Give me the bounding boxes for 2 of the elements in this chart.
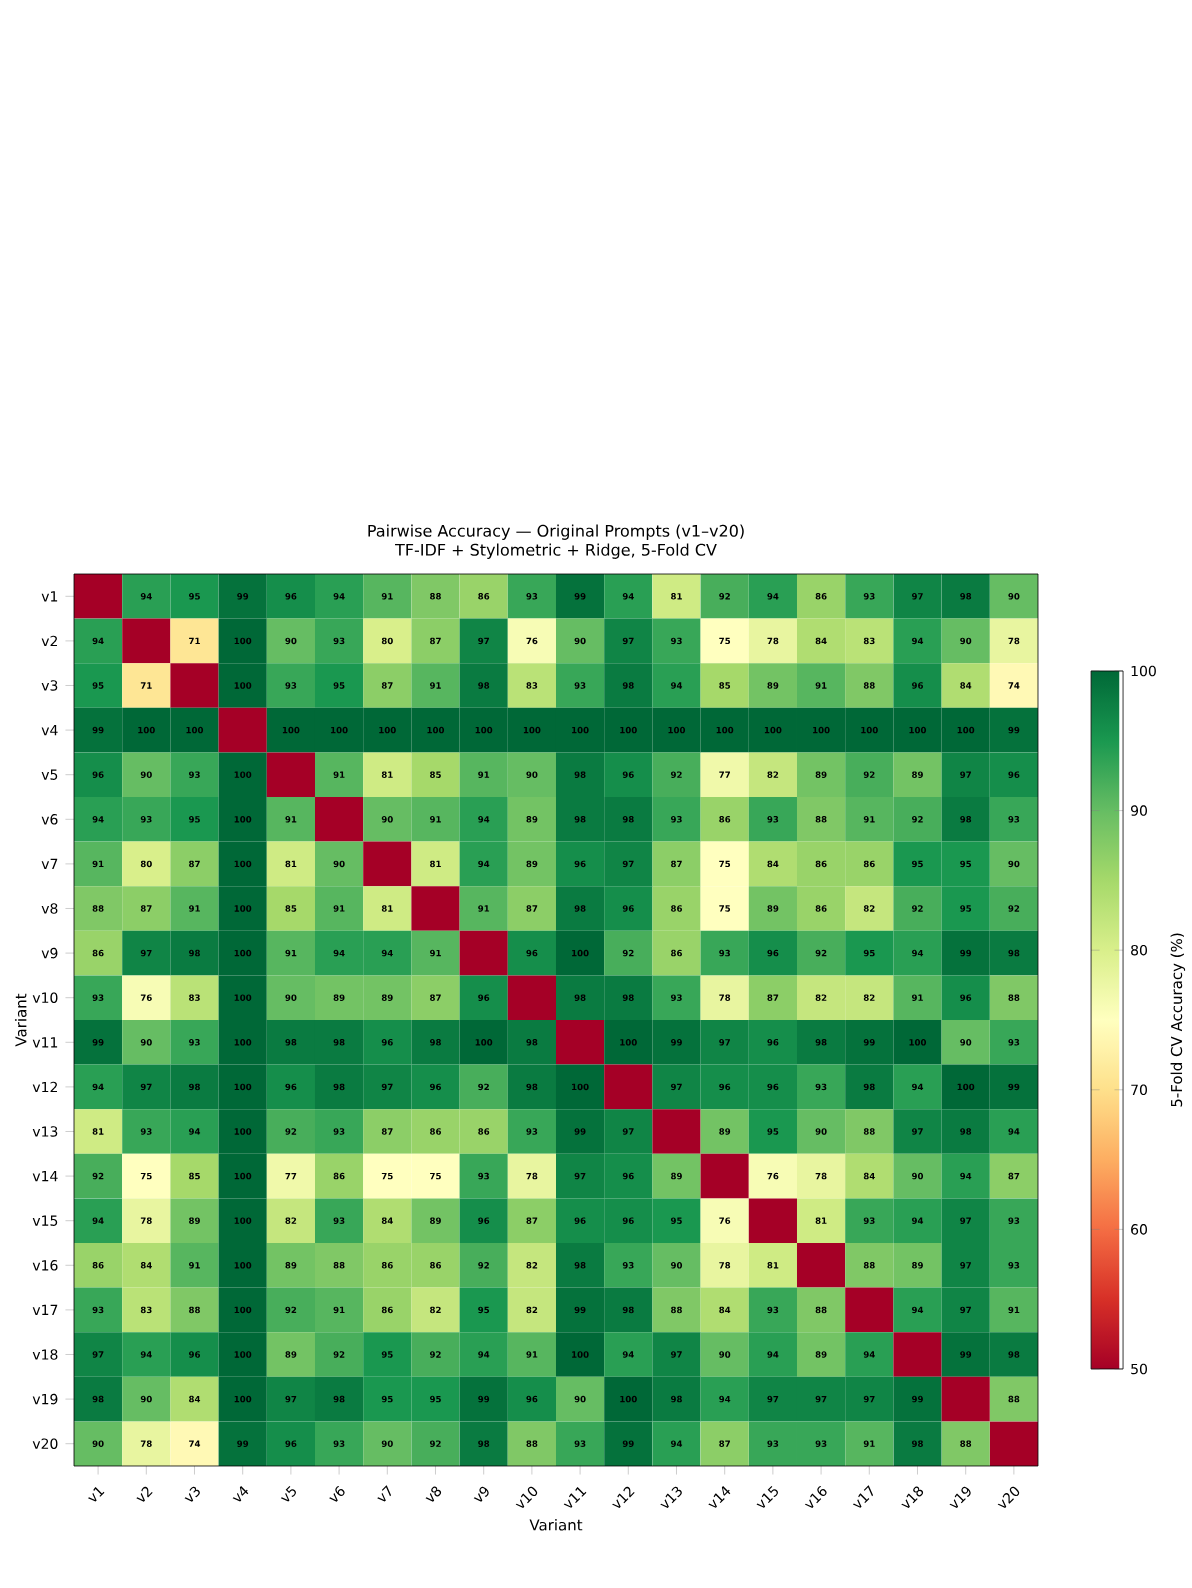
chart-title: Pairwise Accuracy — Original Prompts (v1–v20) bbox=[368, 524, 744, 540]
chart-subtitle: TF-IDF + Stylometric + Ridge, 5-Fold CV bbox=[395, 543, 717, 559]
